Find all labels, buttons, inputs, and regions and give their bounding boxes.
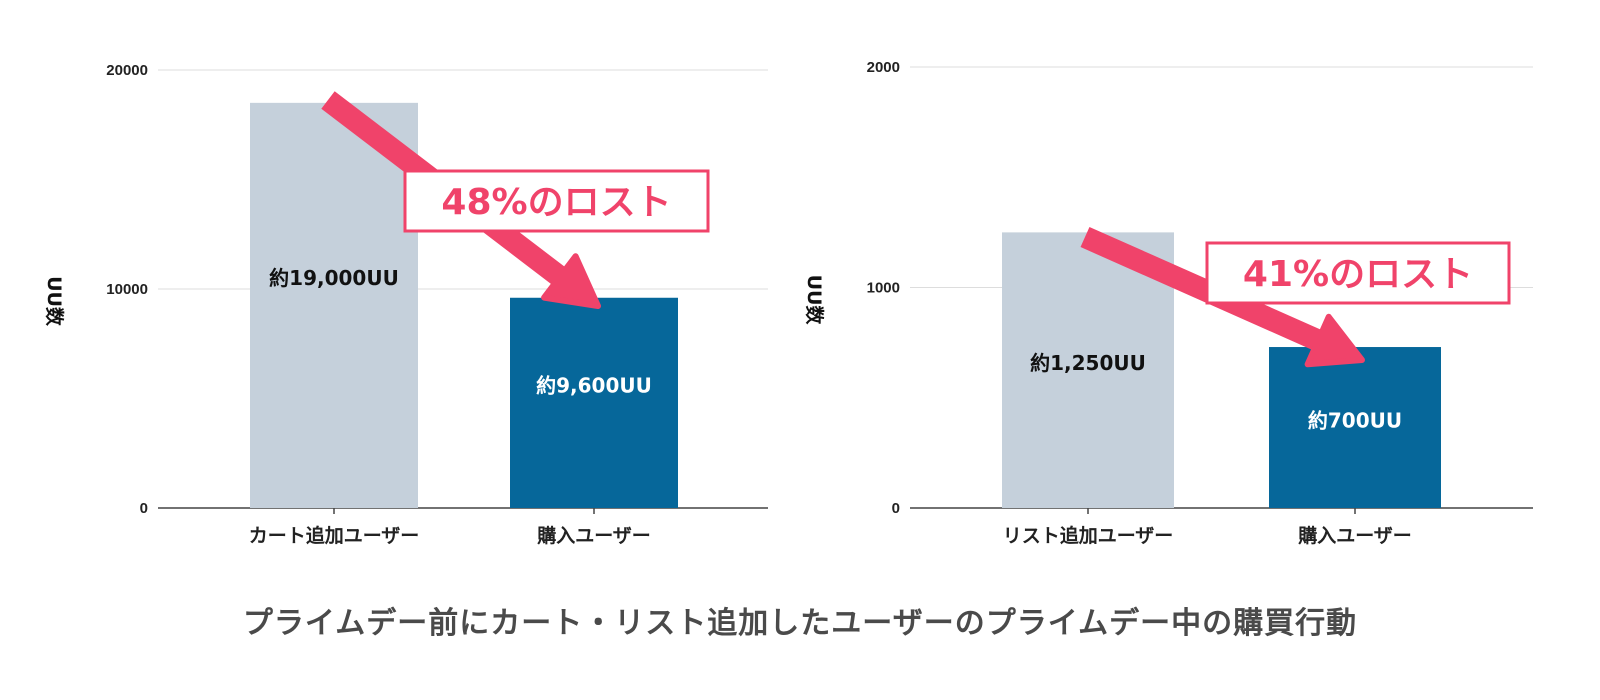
chart1-y-tick-label: 20000 — [106, 62, 148, 79]
chart1-y-axis-label: UU数 — [43, 276, 66, 327]
chart1-y-tick-label: 0 — [140, 500, 148, 517]
chart1-bar-2 — [510, 297, 678, 508]
chart2-y-tick-label: 1000 — [867, 280, 900, 297]
chart1-annotation-box — [403, 169, 710, 233]
chart2-y-tick-label: 0 — [892, 500, 900, 517]
chart1-data-label: 約9,600UU — [536, 373, 652, 397]
chart2-data-label: 約1,250UU — [1030, 351, 1146, 375]
chart2-y-axis-label: UU数 — [803, 275, 826, 326]
figure-caption: プライムデー前にカート・リスト追加したユーザーのプライムデー中の購買行動 — [242, 606, 1358, 641]
chart2-annotation-text: 41%のロスト — [1243, 254, 1473, 295]
chart1-y-tick-label: 10000 — [106, 281, 148, 298]
chart2-data-label: 約700UU — [1308, 409, 1402, 433]
chart2-bar-1 — [1002, 232, 1174, 508]
chart2-loss-arrow-head — [1304, 313, 1365, 368]
chart2-annotation-box — [1205, 241, 1511, 305]
chart1-category-label: カート追加ユーザー — [249, 524, 420, 547]
chart2-category-label: リスト追加ユーザー — [1003, 524, 1174, 547]
chart2-loss-arrow-shaft — [1080, 226, 1329, 354]
chart1-annotation-text: 48%のロスト — [441, 182, 671, 223]
chart2-y-tick-label: 2000 — [867, 59, 900, 76]
chart2-bar-2 — [1269, 347, 1441, 508]
chart2-category-label: 購入ユーザー — [1298, 524, 1412, 547]
chart1-category-label: 購入ユーザー — [537, 524, 651, 547]
chart1-bar-1 — [250, 102, 418, 508]
chart1-data-label: 約19,000UU — [269, 266, 399, 290]
chart1-loss-arrow-head — [541, 253, 601, 309]
